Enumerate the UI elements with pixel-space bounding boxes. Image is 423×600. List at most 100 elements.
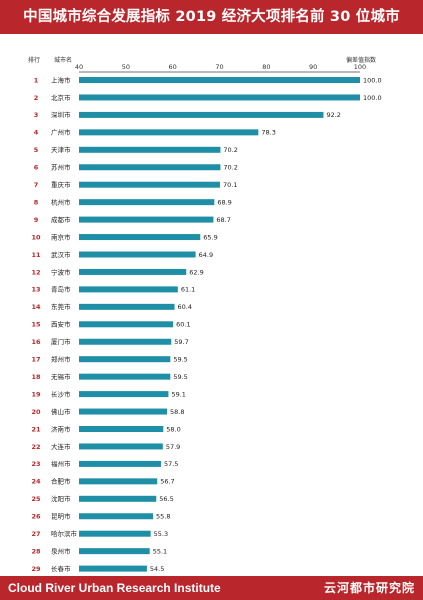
rank-label: 19 [31, 390, 41, 398]
rank-label: 8 [34, 198, 39, 206]
chart-row: 23 福州市 57.5 [31, 459, 178, 468]
bar [79, 286, 178, 293]
rank-label: 3 [34, 111, 39, 119]
bar [79, 373, 171, 380]
value-label: 68.7 [216, 216, 230, 224]
city-column-header: 城市名 [54, 56, 72, 64]
footer-banner: Cloud River Urban Research Institute 云河都… [0, 576, 423, 600]
value-label: 61.1 [181, 286, 195, 294]
x-tick-label: 40 [75, 63, 83, 71]
city-label: 成都市 [51, 215, 71, 224]
bar [79, 303, 175, 310]
rank-label: 23 [31, 460, 40, 468]
rank-label: 20 [31, 408, 41, 416]
value-label: 55.1 [153, 547, 167, 555]
bar [79, 251, 196, 258]
city-label: 济南市 [51, 424, 71, 433]
city-label: 天津市 [51, 145, 71, 154]
value-label: 59.5 [173, 356, 187, 364]
city-label: 武汉市 [51, 250, 71, 259]
value-label: 70.1 [223, 181, 237, 189]
rank-label: 9 [34, 216, 39, 224]
value-label: 55.8 [156, 513, 170, 521]
city-label: 苏州市 [51, 163, 71, 172]
chart-row: 4 广州市 78.3 [34, 128, 276, 137]
chart-row: 27 哈尔滨市 55.3 [31, 529, 168, 538]
city-label: 北京市 [51, 93, 71, 102]
rank-label: 16 [31, 338, 41, 346]
bar [79, 94, 360, 101]
bar [79, 199, 215, 206]
city-label: 长沙市 [51, 389, 71, 398]
value-label: 92.2 [326, 111, 340, 119]
rank-label: 22 [31, 443, 40, 451]
bar [79, 495, 157, 502]
bar [79, 530, 151, 537]
value-label: 59.1 [171, 390, 185, 398]
rank-label: 17 [31, 356, 40, 364]
rank-label: 1 [34, 76, 39, 84]
chart-row: 25 沈阳市 56.5 [31, 494, 173, 503]
rank-label: 15 [31, 321, 41, 329]
value-column-header: 偏差值指数 [346, 56, 376, 64]
city-label: 沈阳市 [51, 494, 71, 503]
rank-label: 28 [31, 547, 41, 555]
bar [79, 426, 164, 432]
rank-label: 13 [31, 286, 40, 294]
value-label: 59.7 [174, 338, 188, 346]
city-label: 泉州市 [51, 546, 71, 555]
value-label: 54.5 [150, 565, 164, 573]
city-label: 广州市 [51, 128, 71, 137]
city-label: 大连市 [51, 442, 71, 451]
bar [79, 146, 221, 153]
rank-label: 11 [31, 251, 41, 259]
value-label: 59.5 [173, 373, 187, 381]
chart-row: 28 泉州市 55.1 [31, 546, 167, 555]
chart-row: 21 济南市 58.0 [31, 424, 180, 433]
value-label: 68.9 [217, 198, 231, 206]
rank-label: 6 [34, 164, 39, 172]
bar [79, 548, 150, 555]
ranking-bar-chart: 排行 城市名 偏差值指数 40 50 60 70 80 90 100 1 上海市 100.0 2 北… [28, 56, 382, 573]
x-tick-label: 90 [309, 63, 317, 71]
rank-label: 10 [31, 233, 41, 241]
rank-label: 18 [31, 373, 41, 381]
city-label: 厦门市 [51, 337, 71, 346]
rank-label: 21 [31, 425, 41, 433]
x-tick-label: 50 [122, 63, 130, 71]
city-label: 哈尔滨市 [51, 529, 78, 538]
chart-row: 11 武汉市 64.9 [31, 250, 213, 259]
chart-row: 19 长沙市 59.1 [31, 389, 185, 398]
x-tick-label: 80 [262, 63, 270, 71]
institute-name-chinese: 云河都市研究院 [323, 581, 415, 595]
city-label: 无锡市 [51, 372, 71, 381]
value-label: 100.0 [363, 76, 382, 84]
city-label: 合肥市 [51, 477, 71, 486]
x-tick-label: 70 [215, 63, 223, 71]
chart-row: 18 无锡市 59.5 [31, 372, 187, 381]
city-label: 杭州市 [51, 197, 71, 206]
bar [79, 181, 220, 188]
bar [79, 338, 172, 345]
bar [79, 356, 171, 363]
value-label: 57.9 [166, 443, 180, 451]
bar [79, 513, 153, 520]
city-label: 东莞市 [51, 302, 71, 311]
rank-label: 24 [31, 478, 41, 486]
bar [79, 391, 169, 398]
bar [79, 111, 324, 118]
x-tick-label: 60 [169, 63, 177, 71]
chart-row: 9 成都市 68.7 [34, 215, 231, 224]
bar [79, 164, 221, 171]
chart-rows: 1 上海市 100.0 2 北京市 100.0 3 深圳市 92.2 4 广州市 78.3 5 天津市 70… [31, 75, 382, 573]
chart-row: 16 厦门市 59.7 [31, 337, 188, 346]
institute-name-english: Cloud River Urban Research Institute [8, 581, 221, 595]
city-label: 青岛市 [51, 285, 71, 294]
chart-row: 29 长春市 54.5 [31, 564, 164, 573]
rank-label: 27 [31, 530, 40, 538]
chart-row: 13 青岛市 61.1 [31, 285, 195, 294]
bar [79, 478, 158, 485]
value-label: 60.1 [176, 321, 190, 329]
city-label: 长春市 [51, 564, 71, 573]
value-label: 70.2 [223, 146, 237, 154]
